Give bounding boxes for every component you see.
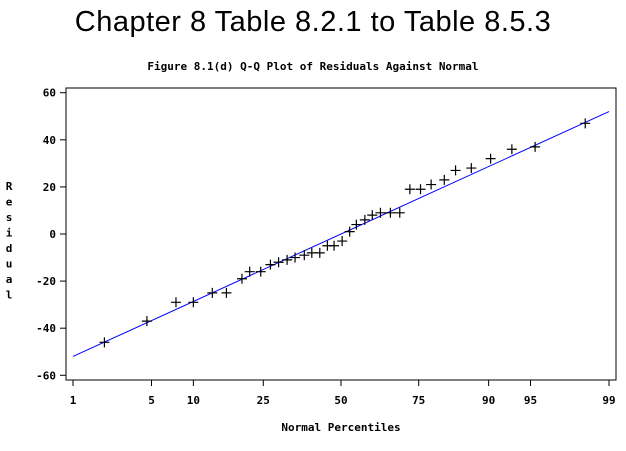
x-axis: 1 5 10 25 50 75 90 95 99 <box>70 380 616 407</box>
data-point <box>221 287 232 298</box>
data-point <box>375 207 386 218</box>
data-point <box>273 257 284 268</box>
y-tick-label: -20 <box>36 275 56 288</box>
data-point <box>394 207 405 218</box>
y-tick-label: 60 <box>43 87 56 100</box>
data-point <box>344 226 355 237</box>
x-tick-label: 50 <box>334 394 347 407</box>
data-point <box>359 214 370 225</box>
x-tick-label: 99 <box>602 394 615 407</box>
y-axis: -60 -40 -20 0 20 40 60 <box>36 87 66 382</box>
data-point <box>290 252 301 263</box>
data-point <box>236 273 247 284</box>
data-point <box>265 259 276 270</box>
y-tick-label: 20 <box>43 181 56 194</box>
data-point <box>450 165 461 176</box>
data-point <box>255 266 266 277</box>
data-point <box>439 174 450 185</box>
data-point <box>314 247 325 258</box>
x-tick-label: 95 <box>524 394 537 407</box>
data-point <box>207 287 218 298</box>
y-tick-label: 0 <box>49 228 56 241</box>
x-axis-title: Normal Percentiles <box>281 421 400 434</box>
data-point <box>170 297 181 308</box>
data-point <box>485 153 496 164</box>
data-point <box>385 207 396 218</box>
data-point <box>404 184 415 195</box>
reference-line-group <box>72 111 610 357</box>
data-point <box>351 219 362 230</box>
data-point <box>415 184 426 195</box>
data-point <box>282 254 293 265</box>
x-tick-label: 5 <box>148 394 155 407</box>
y-tick-label: -60 <box>36 369 56 382</box>
x-tick-label: 75 <box>412 394 425 407</box>
data-point <box>426 179 437 190</box>
data-point <box>466 163 477 174</box>
x-tick-label: 25 <box>257 394 270 407</box>
data-point <box>188 297 199 308</box>
data-point <box>99 337 110 348</box>
x-tick-label: 1 <box>70 394 77 407</box>
data-point <box>580 118 591 129</box>
y-tick-label: 40 <box>43 134 56 147</box>
x-tick-label: 90 <box>482 394 495 407</box>
data-point <box>141 316 152 327</box>
data-point <box>506 144 517 155</box>
page-title: Chapter 8 Table 8.2.1 to Table 8.5.3 <box>74 6 552 38</box>
data-point <box>367 210 378 221</box>
reference-line <box>72 111 610 357</box>
data-point <box>337 236 348 247</box>
data-point <box>329 240 340 251</box>
data-point <box>299 250 310 261</box>
data-point <box>244 266 255 277</box>
y-tick-label: -40 <box>36 322 56 335</box>
chart-subtitle: Figure 8.1(d) Q-Q Plot of Residuals Agai… <box>147 60 479 73</box>
points-group <box>99 118 591 348</box>
x-tick-label: 10 <box>187 394 200 407</box>
data-point <box>530 141 541 152</box>
